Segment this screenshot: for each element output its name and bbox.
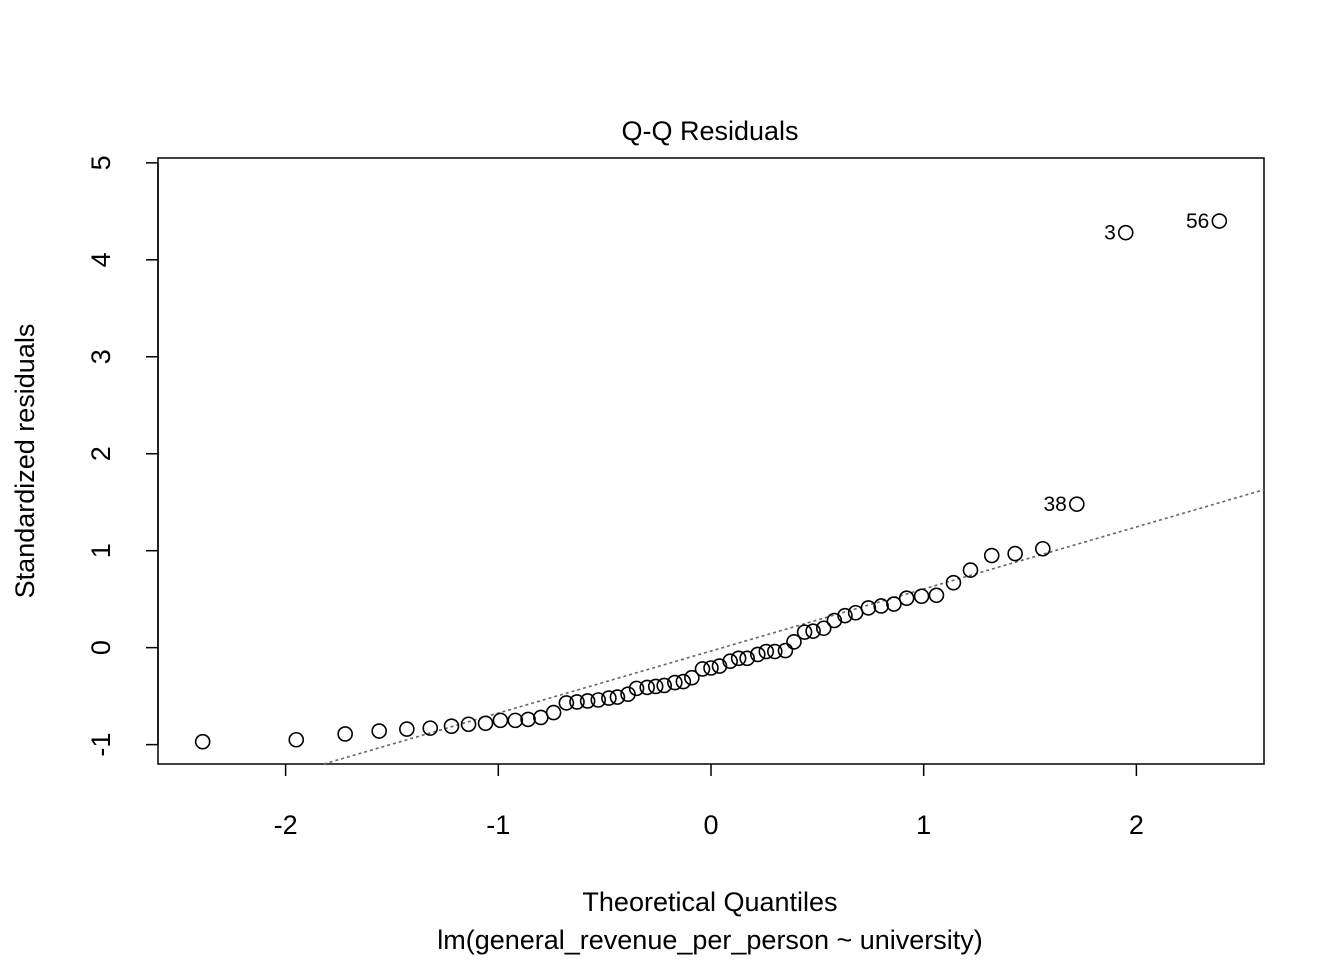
data-point xyxy=(945,574,962,591)
data-point xyxy=(647,678,664,695)
x-tick-label: -2 xyxy=(274,810,298,840)
data-point xyxy=(898,590,915,606)
data-point xyxy=(399,721,415,737)
data-point xyxy=(684,669,700,686)
data-point xyxy=(886,596,902,612)
plot-subtitle: lm(general_revenue_per_person ~ universi… xyxy=(437,925,983,955)
x-tick-label: 2 xyxy=(1129,810,1144,840)
data-point xyxy=(507,712,524,729)
data-point xyxy=(860,600,877,616)
data-point xyxy=(711,658,728,674)
data-point xyxy=(371,723,388,739)
x-tick-label: -1 xyxy=(486,810,510,840)
data-point xyxy=(620,686,636,702)
data-point xyxy=(545,704,562,721)
data-point xyxy=(609,689,626,705)
chart-title: Q-Q Residuals xyxy=(621,116,798,146)
data-point xyxy=(1117,224,1134,241)
data-point xyxy=(928,587,945,604)
data-point xyxy=(492,712,509,729)
y-tick-label: -1 xyxy=(86,733,116,757)
y-tick-label: 5 xyxy=(86,155,116,170)
x-tick-label: 0 xyxy=(703,810,718,840)
data-point xyxy=(628,680,645,697)
point-label: 3 xyxy=(1104,222,1116,245)
data-point xyxy=(777,642,794,659)
data-point xyxy=(739,650,755,667)
data-point xyxy=(805,623,821,639)
data-point xyxy=(1007,545,1023,562)
data-point xyxy=(749,646,766,663)
y-tick-label: 1 xyxy=(86,543,116,558)
data-point xyxy=(758,643,775,660)
data-point xyxy=(913,588,930,605)
x-axis: -2 -1 0 1 2 xyxy=(274,764,1144,840)
data-point xyxy=(694,661,711,677)
y-axis: -1 0 1 2 3 4 5 xyxy=(86,155,159,757)
data-point xyxy=(722,653,738,670)
data-point xyxy=(460,716,477,733)
data-point xyxy=(422,720,439,736)
data-point xyxy=(826,612,843,629)
data-point xyxy=(703,660,719,676)
data-point xyxy=(601,690,617,706)
data-point xyxy=(1069,496,1085,512)
point-label: 56 xyxy=(1186,210,1209,233)
qq-reference-line xyxy=(323,488,1265,765)
data-point xyxy=(639,679,655,696)
point-labels: 38 3 56 xyxy=(1043,210,1209,516)
data-point xyxy=(477,715,494,732)
data-point xyxy=(837,607,853,624)
data-point xyxy=(730,650,747,667)
reference-line xyxy=(323,488,1265,765)
data-point xyxy=(533,709,549,726)
data-point xyxy=(815,620,832,637)
point-label: 38 xyxy=(1043,493,1066,516)
y-axis-label: Standardized residuals xyxy=(10,324,40,599)
data-point xyxy=(569,694,585,710)
data-point xyxy=(1035,540,1051,557)
data-point xyxy=(983,547,1000,564)
y-tick-label: 3 xyxy=(86,349,116,364)
data-point xyxy=(443,718,460,734)
y-tick-label: 0 xyxy=(86,640,116,655)
x-tick-label: 1 xyxy=(916,810,931,840)
data-point xyxy=(767,643,783,660)
data-point xyxy=(962,562,979,578)
data-points xyxy=(194,213,1228,750)
data-point xyxy=(337,726,353,742)
data-point xyxy=(558,695,575,711)
data-point xyxy=(656,677,673,694)
data-point xyxy=(786,634,802,650)
data-point xyxy=(675,673,692,690)
y-tick-label: 2 xyxy=(86,446,116,461)
data-point xyxy=(873,598,889,614)
y-tick-label: 4 xyxy=(86,252,116,267)
data-point xyxy=(796,624,813,640)
data-point xyxy=(194,733,211,750)
x-axis-label: Theoretical Quantiles xyxy=(582,887,837,917)
data-point xyxy=(1211,213,1228,229)
data-point xyxy=(590,692,607,708)
data-point xyxy=(579,693,596,709)
data-point xyxy=(288,731,305,748)
data-point xyxy=(520,711,536,728)
plot-frame xyxy=(157,157,1265,765)
data-point xyxy=(667,674,683,691)
